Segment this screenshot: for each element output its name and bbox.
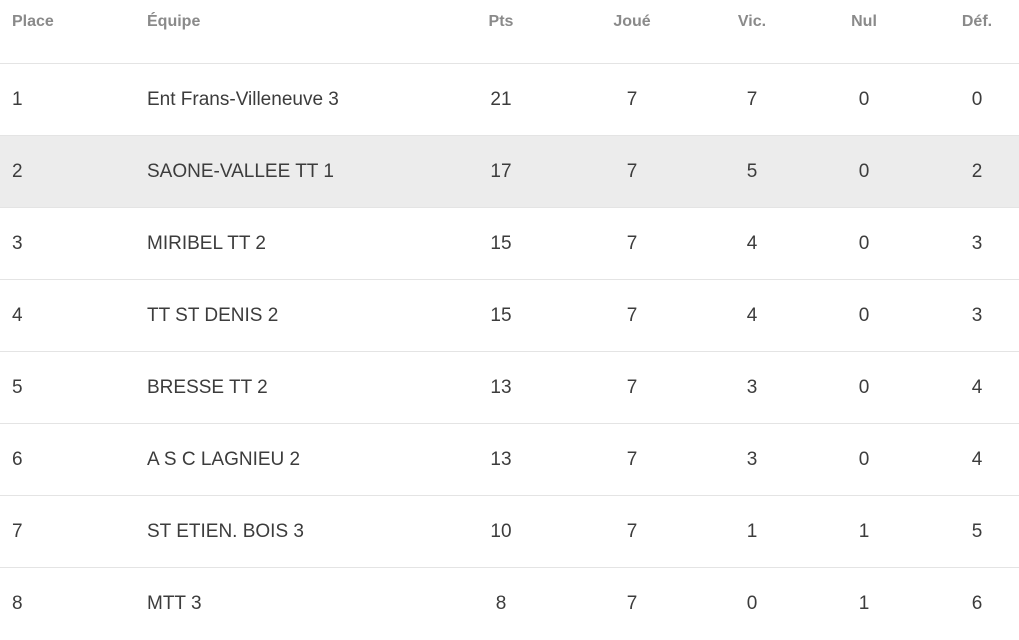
row-draws: 0	[858, 161, 870, 182]
row-place: 5	[12, 377, 23, 398]
row-team: Ent Frans-Villeneuve 3	[147, 89, 339, 110]
row-losses: 2	[971, 161, 983, 182]
row-points: 15	[490, 233, 512, 254]
header-team[interactable]: Équipe	[147, 13, 201, 30]
row-losses: 6	[971, 593, 983, 614]
row-team: SAONE-VALLEE TT 1	[147, 161, 334, 182]
row-wins: 4	[746, 233, 758, 254]
row-played: 7	[626, 89, 638, 110]
row-played: 7	[626, 521, 638, 542]
table-row[interactable]: 1 Ent Frans-Villeneuve 3 21 7 7 0 0	[0, 64, 1019, 136]
row-wins: 7	[746, 89, 758, 110]
row-played: 7	[626, 377, 638, 398]
header-points[interactable]: Pts	[488, 13, 514, 30]
row-place: 2	[12, 161, 23, 182]
row-draws: 0	[858, 449, 870, 470]
table-row-highlighted[interactable]: 2 SAONE-VALLEE TT 1 17 7 5 0 2	[0, 136, 1019, 208]
row-played: 7	[626, 233, 638, 254]
row-team: BRESSE TT 2	[147, 377, 268, 398]
row-draws: 0	[858, 89, 870, 110]
table-row[interactable]: 3 MIRIBEL TT 2 15 7 4 0 3	[0, 208, 1019, 280]
table-row[interactable]: 4 TT ST DENIS 2 15 7 4 0 3	[0, 280, 1019, 352]
row-wins: 1	[746, 521, 758, 542]
row-wins: 4	[746, 305, 758, 326]
header-draws[interactable]: Nul	[851, 13, 877, 30]
row-played: 7	[626, 449, 638, 470]
table-row[interactable]: 6 A S C LAGNIEU 2 13 7 3 0 4	[0, 424, 1019, 496]
row-points: 8	[495, 593, 507, 614]
header-losses[interactable]: Déf.	[961, 13, 993, 30]
row-team: ST ETIEN. BOIS 3	[147, 521, 304, 542]
row-losses: 0	[971, 89, 983, 110]
row-wins: 5	[746, 161, 758, 182]
row-losses: 4	[971, 449, 983, 470]
row-losses: 3	[971, 305, 983, 326]
row-draws: 0	[858, 377, 870, 398]
table-row[interactable]: 8 MTT 3 8 7 0 1 6	[0, 568, 1019, 640]
row-draws: 0	[858, 233, 870, 254]
row-team: TT ST DENIS 2	[147, 305, 279, 326]
row-played: 7	[626, 593, 638, 614]
row-points: 13	[490, 449, 512, 470]
row-place: 7	[12, 521, 23, 542]
row-place: 1	[12, 89, 23, 110]
row-played: 7	[626, 161, 638, 182]
row-losses: 3	[971, 233, 983, 254]
row-losses: 5	[971, 521, 983, 542]
row-place: 6	[12, 449, 23, 470]
row-place: 4	[12, 305, 23, 326]
row-draws: 1	[858, 521, 870, 542]
row-team: MIRIBEL TT 2	[147, 233, 266, 254]
row-played: 7	[626, 305, 638, 326]
row-team: MTT 3	[147, 593, 202, 614]
row-place: 8	[12, 593, 23, 614]
row-wins: 0	[746, 593, 758, 614]
row-wins: 3	[746, 449, 758, 470]
table-row[interactable]: 5 BRESSE TT 2 13 7 3 0 4	[0, 352, 1019, 424]
header-place[interactable]: Place	[12, 13, 54, 30]
row-team: A S C LAGNIEU 2	[147, 449, 301, 470]
table-header: Place Équipe Pts Joué Vic. Nul Déf.	[0, 0, 1019, 64]
row-wins: 3	[746, 377, 758, 398]
row-points: 13	[490, 377, 512, 398]
row-points: 17	[490, 161, 512, 182]
header-wins[interactable]: Vic.	[737, 13, 767, 30]
row-draws: 1	[858, 593, 870, 614]
table-row[interactable]: 7 ST ETIEN. BOIS 3 10 7 1 1 5	[0, 496, 1019, 568]
row-losses: 4	[971, 377, 983, 398]
row-points: 21	[490, 89, 512, 110]
row-points: 10	[490, 521, 512, 542]
row-draws: 0	[858, 305, 870, 326]
row-place: 3	[12, 233, 23, 254]
row-points: 15	[490, 305, 512, 326]
header-played[interactable]: Joué	[613, 13, 651, 30]
